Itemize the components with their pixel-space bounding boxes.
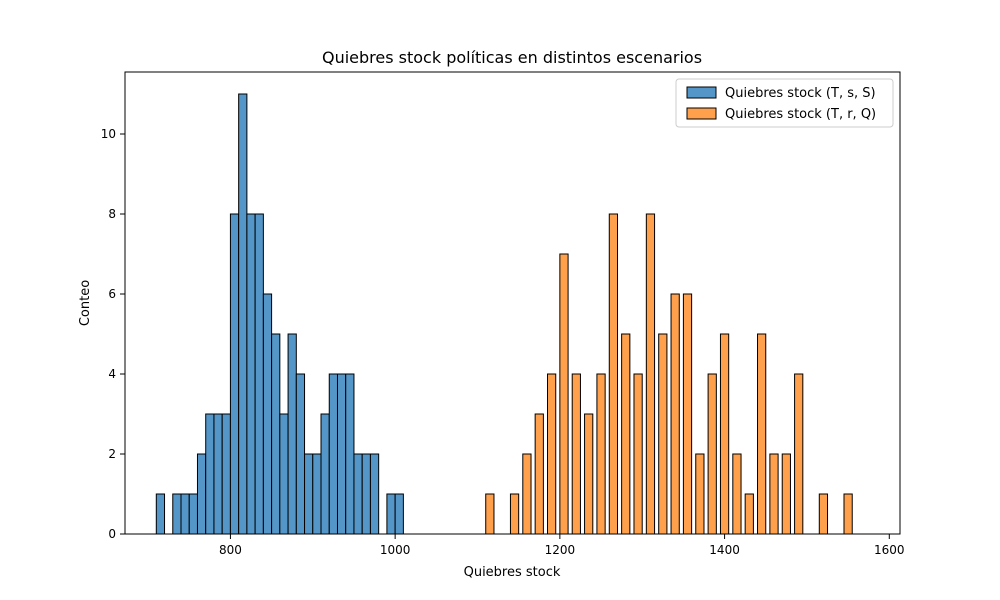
histogram-bar-series-2	[534, 413, 544, 535]
histogram-bar-series-1	[155, 493, 166, 535]
histogram-bar-series-2	[695, 453, 705, 535]
x-tick-label: 1400	[709, 543, 740, 557]
histogram-bar-series-2	[608, 213, 619, 535]
histogram-bar-series-2	[781, 453, 791, 535]
histogram-bar-series-1	[287, 333, 297, 535]
histogram-bar-series-1	[345, 373, 355, 535]
histogram-bar-series-2	[719, 333, 730, 535]
histogram-bar-series-1	[262, 293, 273, 535]
histogram-bar-series-2	[670, 293, 680, 535]
axes-frame	[124, 71, 901, 535]
y-tick-label: 4	[108, 367, 116, 381]
histogram-bar-series-1	[221, 413, 231, 535]
histogram-bar-series-2	[584, 413, 594, 535]
histogram-bar-series-1	[353, 453, 363, 535]
histogram-bar-series-1	[320, 413, 330, 535]
histogram-bar-series-1	[336, 373, 347, 535]
legend: Quiebres stock (T, s, S) Quiebres stock …	[675, 78, 894, 128]
y-tick-label: 8	[108, 207, 116, 221]
histogram-bar-series-1	[312, 453, 322, 535]
histogram-bar-series-2	[757, 333, 767, 535]
x-tick-label: 1200	[545, 543, 576, 557]
histogram-bar-series-2	[818, 493, 829, 535]
x-tick-label: 1000	[380, 543, 411, 557]
y-tick-label: 6	[108, 287, 116, 301]
histogram-bar-series-2	[732, 453, 742, 535]
x-tick-label: 800	[219, 543, 242, 557]
histogram-bar-series-2	[843, 493, 853, 535]
histogram-bar-series-1	[386, 493, 396, 535]
histogram-bar-series-2	[547, 373, 557, 535]
histogram-bar-series-2	[485, 493, 495, 535]
histogram-bar-series-2	[645, 213, 656, 535]
histogram-bar-series-1	[246, 213, 256, 535]
histogram-bar-series-1	[213, 413, 223, 535]
histogram-bar-series-2	[744, 493, 754, 535]
legend-swatch-trQ	[686, 107, 717, 120]
histogram-bar-series-2	[559, 253, 569, 535]
histogram-bar-series-1	[271, 333, 281, 535]
y-tick-label: 2	[108, 447, 116, 461]
x-axis-ticks: 800 1000 1200 1400 1600	[219, 534, 905, 557]
legend-label-tsS: Quiebres stock (T, s, S)	[725, 86, 876, 101]
histogram-bar-series-1	[172, 493, 182, 535]
histogram-bar-series-2	[769, 453, 779, 535]
histogram-bar-series-1	[328, 373, 338, 535]
histogram-bar-series-2	[707, 373, 717, 535]
histogram-bar-series-1	[369, 453, 380, 535]
histogram-bar-series-2	[571, 373, 581, 535]
histogram-bar-series-1	[304, 453, 314, 535]
legend-box	[675, 78, 894, 128]
histogram-bar-series-2	[682, 293, 693, 535]
histogram-bar-series-1	[238, 93, 248, 535]
y-axis-ticks: 0 2 4 6 8 10	[101, 127, 125, 541]
histogram-bar-series-1	[196, 453, 207, 535]
histogram-bar-series-1	[295, 373, 306, 535]
y-axis-label: Conteo	[78, 280, 93, 326]
histogram-bar-series-2	[621, 333, 631, 535]
histogram-bar-series-1	[254, 213, 264, 535]
histogram-bar-series-2	[509, 493, 520, 535]
histogram-bar-series-2	[596, 373, 606, 535]
histogram-bar-series-2	[522, 453, 532, 535]
histogram-bar-series-1	[279, 413, 289, 535]
histogram-bar-series-1	[188, 493, 198, 535]
histogram-bar-series-1	[205, 413, 215, 535]
histogram-bar-series-1	[361, 453, 371, 535]
histogram-bar-series-2	[633, 373, 643, 535]
chart-title: Quiebres stock políticas en distintos es…	[322, 48, 702, 67]
histogram-bar-series-1	[229, 213, 240, 535]
histogram-bar-series-1	[394, 493, 404, 535]
x-axis-label: Quiebres stock	[464, 565, 561, 580]
x-tick-label: 1600	[874, 543, 905, 557]
y-tick-label: 0	[108, 527, 116, 541]
legend-label-trQ: Quiebres stock (T, r, Q)	[725, 107, 876, 122]
y-tick-label: 10	[101, 127, 116, 141]
histogram-bar-series-1	[180, 493, 190, 535]
histogram-bar-series-2	[794, 373, 804, 535]
legend-swatch-tsS	[686, 86, 717, 99]
histogram-bar-series-2	[658, 333, 668, 535]
